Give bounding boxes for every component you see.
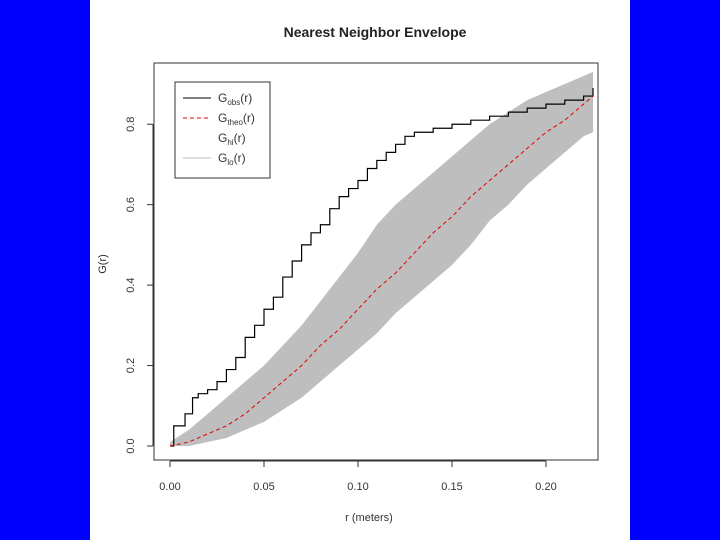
theoretical-g-line [169,95,594,447]
x-tick-label: 0.05 [253,481,274,493]
plot-panel: Nearest Neighbor Envelope 0.00 0.05 0.10 0.… [90,0,630,540]
plot-frame [153,62,599,461]
x-tick-label: 0.15 [441,481,462,493]
envelope-band-layer [170,71,593,446]
legend-label-hi: Ghi(r) [218,131,246,147]
legend-label-obs: Gobs(r) [218,91,252,107]
x-axis-title: r (meters) [345,512,393,524]
observed-g-line [170,88,594,447]
y-tick-label: 0.6 [125,197,137,212]
y-axis: 0.0 0.2 0.4 0.6 0.8 [125,117,154,454]
legend: Gobs(r) Gtheo(r) Ghi(r) Glo(r) [174,81,271,179]
x-tick-label: 0.00 [159,481,180,493]
x-tick-label: 0.20 [535,481,556,493]
y-tick-label: 0.4 [125,277,137,292]
legend-label-theo: Gtheo(r) [218,111,255,127]
nearest-neighbor-chart: Nearest Neighbor Envelope 0.00 0.05 0.10 0.… [97,24,599,524]
y-tick-label: 0.0 [125,438,137,453]
series-lines-layer [169,88,594,447]
y-tick-label: 0.2 [125,358,137,373]
y-axis-title: G(r) [97,254,109,274]
envelope-band [170,71,593,446]
y-tick-label: 0.8 [125,117,137,132]
x-axis: 0.00 0.05 0.10 0.15 0.20 [159,460,557,493]
chart-title: Nearest Neighbor Envelope [284,24,467,40]
legend-label-lo: Glo(r) [218,151,246,167]
x-tick-label: 0.10 [347,481,368,493]
